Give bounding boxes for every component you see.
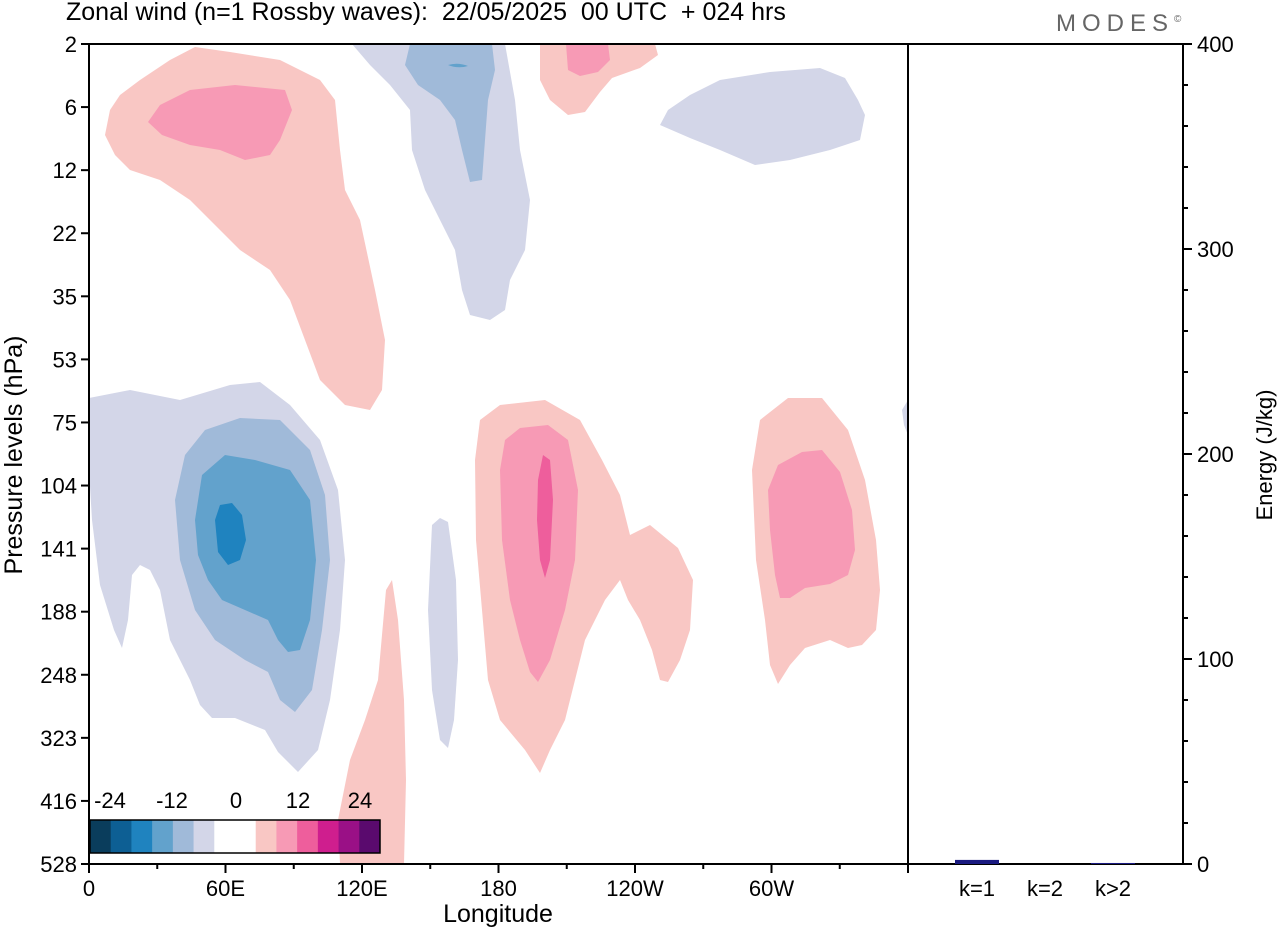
energy-bar: [1091, 862, 1135, 864]
energy-category-label: k=2: [1027, 876, 1063, 901]
energy-tick-label: 0: [1197, 852, 1209, 877]
contour-pos-center-core: [537, 455, 553, 578]
contour-neg-strip: [428, 518, 458, 748]
contour-neg-lower-core: [215, 503, 246, 565]
contour-pos-strip: [338, 580, 406, 864]
energy-category-label: k>2: [1095, 876, 1131, 901]
brand-logo: MODES©: [1056, 10, 1181, 38]
colorbar-swatch: [297, 820, 319, 853]
colorbar-label: 0: [230, 788, 242, 813]
y-tick-label: 528: [40, 852, 77, 877]
y-tick-label: 6: [65, 95, 77, 120]
brand-mark: ©: [1174, 14, 1182, 25]
energy-bar: [955, 859, 999, 864]
energy-axis-title: Energy (J/kg): [1252, 390, 1277, 521]
energy-tick-label: 400: [1197, 32, 1234, 57]
y-tick-label: 104: [40, 474, 77, 499]
colorbar-label: 24: [348, 788, 372, 813]
brand-name: MODES: [1056, 10, 1175, 37]
contour-pos-center-mid: [500, 425, 578, 682]
x-tick-label: 60W: [749, 876, 794, 901]
contour-neg-right-edge: [902, 400, 908, 435]
colorbar-swatch: [359, 820, 381, 853]
energy-tick-label: 300: [1197, 237, 1234, 262]
colorbar-label: -12: [156, 788, 188, 813]
colorbar-swatch: [214, 820, 236, 853]
contour-field: [89, 44, 908, 864]
longitude-axis: 0 60E 120E 180 120W 60W: [83, 864, 909, 901]
y-tick-label: 2: [65, 32, 77, 57]
chart-title: Zonal wind (n=1 Rossby waves): 22/05/202…: [66, 0, 786, 26]
y-tick-label: 248: [40, 663, 77, 688]
contour-pos-top-mid: [566, 44, 610, 76]
x-tick-label: 0: [83, 876, 95, 901]
colorbar-label: 12: [286, 788, 310, 813]
colorbar-labels: -24 -12 0 12 24: [94, 788, 372, 813]
contour-pos-upper-left-mid: [148, 85, 292, 160]
colorbar-swatch: [193, 820, 215, 853]
y-tick-label: 35: [53, 284, 77, 309]
pressure-axis: 2 6 12 22 35 53 75 104 141 188 248 323 416 528: [40, 32, 89, 877]
contour-pos-right-mid: [768, 450, 855, 598]
colorbar-swatch: [255, 820, 277, 853]
colorbar-swatch: [90, 820, 112, 853]
contour-neg-upper-right: [660, 68, 865, 165]
colorbar-swatch: [317, 820, 340, 853]
y-tick-label: 12: [53, 158, 77, 183]
y-axis-title: Pressure levels (hPa): [0, 336, 28, 575]
y-tick-label: 416: [40, 789, 77, 814]
y-tick-label: 323: [40, 726, 77, 751]
colorbar-swatch: [152, 820, 174, 853]
x-axis-title: Longitude: [443, 900, 553, 928]
energy-bars: k=1 k=2 k>2: [955, 859, 1135, 901]
y-tick-label: 53: [53, 347, 77, 372]
colorbar-swatch: [276, 820, 298, 853]
energy-tick-label: 200: [1197, 442, 1234, 467]
x-tick-label: 60E: [206, 876, 245, 901]
energy-axis: 0 100 200 300 400: [1183, 32, 1234, 877]
colorbar-swatch: [172, 820, 195, 853]
y-tick-label: 141: [40, 537, 77, 562]
colorbar-swatch: [235, 820, 257, 853]
x-tick-label: 120W: [606, 876, 664, 901]
colorbar-swatch: [131, 820, 153, 853]
colorbar: [89, 819, 381, 854]
colorbar-swatch: [338, 820, 360, 853]
energy-tick-label: 100: [1197, 647, 1234, 672]
contour-neg-upper-mid: [405, 44, 495, 182]
x-tick-label: 120E: [336, 876, 387, 901]
colorbar-swatch: [110, 820, 132, 853]
energy-category-label: k=1: [959, 876, 995, 901]
y-tick-label: 22: [53, 221, 77, 246]
y-tick-label: 75: [53, 410, 77, 435]
colorbar-label: -24: [94, 788, 126, 813]
y-tick-label: 188: [40, 600, 77, 625]
x-tick-label: 180: [480, 876, 517, 901]
contour-neg-upper-core: [448, 63, 468, 68]
